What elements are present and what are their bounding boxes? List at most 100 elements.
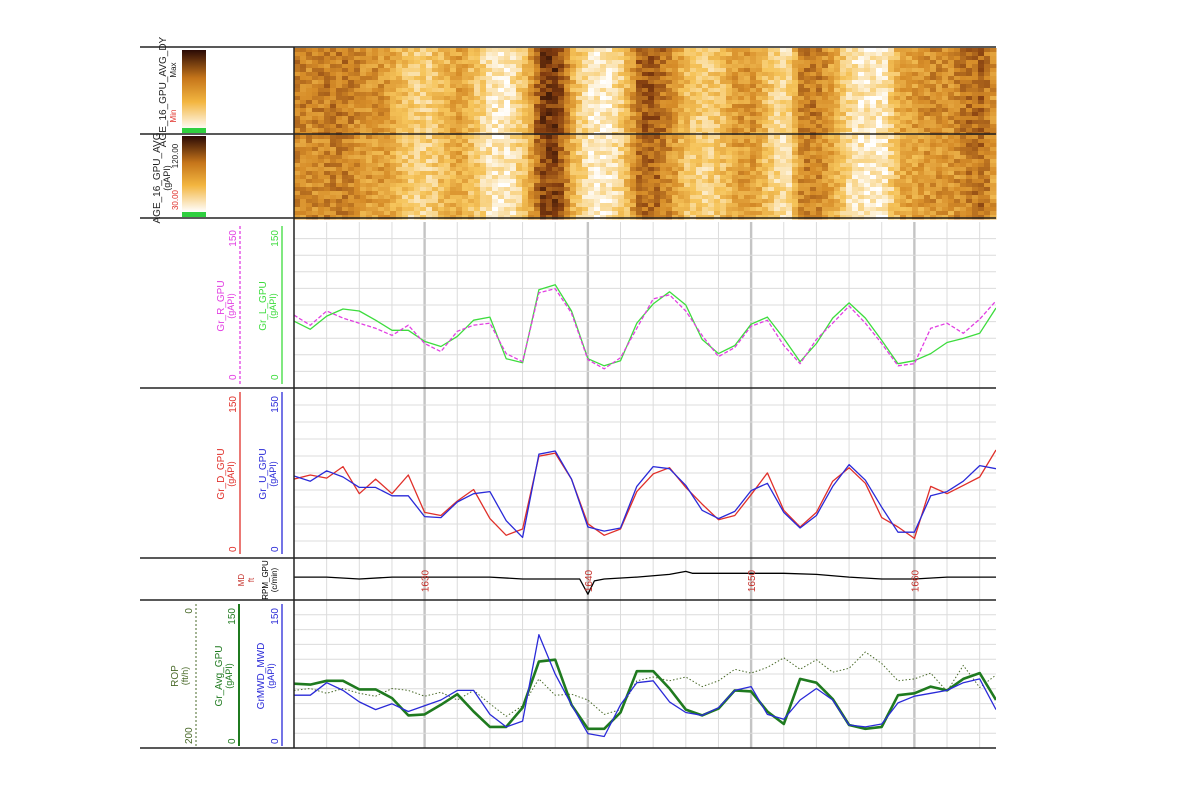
image-pixel xyxy=(546,199,553,204)
image-pixel xyxy=(912,120,919,125)
image-pixel xyxy=(624,120,631,125)
image-pixel xyxy=(774,92,781,97)
image-pixel xyxy=(852,116,859,121)
image-pixel xyxy=(768,195,775,200)
image-pixel xyxy=(840,171,847,176)
image-pixel xyxy=(462,163,469,168)
image-pixel xyxy=(732,60,739,65)
image-pixel xyxy=(492,191,499,196)
image-pixel xyxy=(750,100,757,105)
image-pixel xyxy=(684,155,691,160)
image-pixel xyxy=(768,60,775,65)
image-pixel xyxy=(648,211,655,216)
image-pixel xyxy=(576,191,583,196)
image-pixel xyxy=(570,124,577,129)
image-pixel xyxy=(792,175,799,180)
image-pixel xyxy=(768,135,775,140)
image-pixel xyxy=(480,64,487,69)
image-pixel xyxy=(798,68,805,73)
image-pixel xyxy=(444,56,451,61)
image-pixel xyxy=(882,175,889,180)
image-pixel xyxy=(354,135,361,140)
image-pixel xyxy=(594,155,601,160)
image-pixel xyxy=(468,207,475,212)
image-pixel xyxy=(798,92,805,97)
image-pixel xyxy=(492,52,499,57)
image-pixel xyxy=(318,167,325,172)
image-pixel xyxy=(480,104,487,109)
image-pixel xyxy=(426,207,433,212)
image-pixel xyxy=(588,104,595,109)
image-pixel xyxy=(786,191,793,196)
image-pixel xyxy=(522,84,529,89)
image-pixel xyxy=(552,155,559,160)
image-pixel xyxy=(366,124,373,129)
image-pixel xyxy=(366,155,373,160)
image-pixel xyxy=(498,64,505,69)
image-pixel xyxy=(456,171,463,176)
image-pixel xyxy=(738,120,745,125)
image-pixel xyxy=(804,112,811,117)
image-pixel xyxy=(714,139,721,144)
image-pixel xyxy=(732,175,739,180)
image-pixel xyxy=(702,163,709,168)
image-pixel xyxy=(660,195,667,200)
image-pixel xyxy=(438,88,445,93)
image-pixel xyxy=(420,211,427,216)
image-pixel xyxy=(456,183,463,188)
image-pixel xyxy=(978,48,985,53)
image-pixel xyxy=(948,92,955,97)
image-pixel xyxy=(816,72,823,77)
image-pixel xyxy=(822,128,829,133)
image-pixel xyxy=(666,191,673,196)
image-pixel xyxy=(360,143,367,148)
image-pixel xyxy=(936,139,943,144)
image-pixel xyxy=(822,96,829,101)
image-pixel xyxy=(924,143,931,148)
image-pixel xyxy=(750,76,757,81)
image-pixel xyxy=(936,64,943,69)
image-pixel xyxy=(702,96,709,101)
image-pixel xyxy=(930,179,937,184)
image-pixel xyxy=(864,72,871,77)
image-pixel xyxy=(384,112,391,117)
image-pixel xyxy=(876,124,883,129)
image-pixel xyxy=(714,92,721,97)
image-pixel xyxy=(354,191,361,196)
image-pixel xyxy=(552,199,559,204)
image-pixel xyxy=(390,124,397,129)
image-pixel xyxy=(456,179,463,184)
image-pixel xyxy=(960,195,967,200)
image-pixel xyxy=(426,151,433,156)
image-pixel xyxy=(726,183,733,188)
image-pixel xyxy=(384,191,391,196)
image-pixel xyxy=(744,163,751,168)
image-pixel xyxy=(408,207,415,212)
image-pixel xyxy=(462,155,469,160)
image-pixel xyxy=(348,167,355,172)
image-pixel xyxy=(438,52,445,57)
image-pixel xyxy=(774,207,781,212)
image-pixel xyxy=(630,92,637,97)
image-pixel xyxy=(324,187,331,192)
image-pixel xyxy=(942,139,949,144)
image-pixel xyxy=(966,139,973,144)
image-pixel xyxy=(774,64,781,69)
image-pixel xyxy=(486,155,493,160)
image-pixel xyxy=(972,84,979,89)
image-pixel xyxy=(480,80,487,85)
image-pixel xyxy=(396,64,403,69)
image-pixel xyxy=(600,56,607,61)
image-pixel xyxy=(504,207,511,212)
image-pixel xyxy=(492,56,499,61)
image-pixel xyxy=(888,163,895,168)
image-pixel xyxy=(882,139,889,144)
image-pixel xyxy=(540,139,547,144)
image-pixel xyxy=(318,191,325,196)
image-pixel xyxy=(402,159,409,164)
image-pixel xyxy=(714,155,721,160)
image-pixel xyxy=(870,191,877,196)
image-pixel xyxy=(972,183,979,188)
image-pixel xyxy=(306,88,313,93)
image-pixel xyxy=(432,100,439,105)
